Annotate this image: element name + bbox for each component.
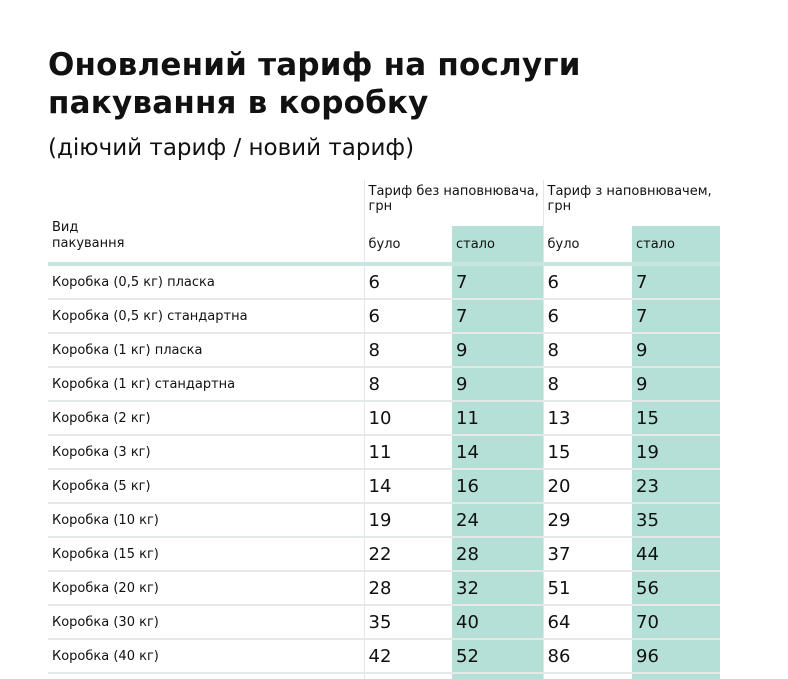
price-cell: 10 [363,401,452,436]
price-cell: 14 [363,469,452,504]
row-label: Коробка (1 кг) пласка [48,333,364,368]
table-row: Коробка (40 кг) 42 52 86 96 [48,639,720,674]
price-cell: 96 [632,639,720,674]
sub-header: було [542,226,632,266]
col-label-header: Вид пакування [48,180,364,266]
table-row: Коробка (1 кг) пласка 8 9 8 9 [48,333,720,368]
price-cell: 20 [542,469,632,504]
price-cell: 15 [542,435,632,470]
price-cell: 23 [632,469,720,504]
row-label: Коробка (0,5 кг) стандартна [48,299,364,334]
row-label: Коробка (10 кг) [48,503,364,538]
price-cell: 28 [363,571,452,606]
group-header-no-filler: Тариф без наповнювача, грн [363,180,543,226]
price-cell: 19 [363,503,452,538]
table-row: Коробка (2 кг) 10 11 13 15 [48,401,720,436]
price-cell: 7 [632,299,720,334]
price-cell: 64 [542,605,632,640]
price-cell: 6 [542,299,632,334]
price-cell: 7 [452,264,543,300]
price-cell: 37 [542,537,632,572]
row-label: Коробка (30 кг) [48,605,364,640]
price-cell: 19 [632,435,720,470]
price-cell: 9 [452,333,543,368]
table-row: Коробка (3 кг) 11 14 15 19 [48,435,720,470]
price-cell: 70 [632,605,720,640]
price-cell: 6 [363,264,452,300]
price-cell: 9 [632,333,720,368]
price-cell: 14 [452,435,543,470]
price-cell: 42 [363,639,452,674]
price-cell: 40 [452,605,543,640]
table-row: Коробка (5 кг) 14 16 20 23 [48,469,720,504]
header-group-row: Вид пакування Тариф без наповнювача, грн… [48,180,720,266]
price-cell: 35 [363,605,452,640]
sub-header: було [363,226,452,266]
price-cell: 28 [452,537,543,572]
price-cell: 16 [452,469,543,504]
group-header-with-filler: Тариф з наповнювачем, грн [542,180,720,226]
price-cell: 6 [542,264,632,300]
price-cell: 8 [363,367,452,402]
row-label: Коробка (40 кг) [48,639,364,674]
title-line-1: Оновлений тариф на послуги [48,47,581,83]
table-row: Коробка (1 кг) стандартна 8 9 8 9 [48,367,720,402]
table-row: Коробка (10 кг) 19 24 29 35 [48,503,720,538]
tariff-table: Вид пакування Тариф без наповнювача, грн… [48,180,720,679]
table-row: Коробка (15 кг) 22 28 37 44 [48,537,720,572]
subtitle: (діючий тариф / новий тариф) [48,135,415,161]
price-cell: 8 [542,367,632,402]
page-title: Оновлений тариф на послуги пакування в ко… [48,46,581,122]
price-cell: 8 [363,333,452,368]
row-label: Коробка (1 кг) стандартна [48,367,364,402]
row-label: Коробка (20 кг) [48,571,364,606]
sub-header: стало [452,226,543,266]
table-row: Коробка (0,5 кг) пласка 6 7 6 7 [48,264,720,300]
price-cell: 11 [363,435,452,470]
price-cell: 6 [363,299,452,334]
price-cell: 51 [542,571,632,606]
row-label: Коробка (5 кг) [48,469,364,504]
price-cell: 35 [632,503,720,538]
price-cell: 32 [452,571,543,606]
price-cell: 86 [542,639,632,674]
price-cell: 11 [452,401,543,436]
table-row: Коробка (30 кг) 35 40 64 70 [48,605,720,640]
table-row: Коробка (0,5 кг) стандартна 6 7 6 7 [48,299,720,334]
price-cell: 44 [632,537,720,572]
price-cell: 7 [632,264,720,300]
price-cell: 9 [632,367,720,402]
price-cell: 9 [452,367,543,402]
price-cell: 13 [542,401,632,436]
table-row: Коробка (20 кг) 28 32 51 56 [48,571,720,606]
row-label: Коробка (2 кг) [48,401,364,436]
price-cell: 8 [542,333,632,368]
price-cell: 7 [452,299,543,334]
subheader-row: було стало було стало [48,226,720,266]
price-cell: 29 [542,503,632,538]
title-line-2: пакування в коробку [48,85,429,121]
row-label: Коробка (0,5 кг) пласка [48,264,364,300]
price-cell: 56 [632,571,720,606]
price-cell: 15 [632,401,720,436]
price-cell: 24 [452,503,543,538]
row-label: Коробка (15 кг) [48,537,364,572]
sub-header: стало [632,226,720,266]
price-cell: 52 [452,639,543,674]
price-cell: 22 [363,537,452,572]
row-label: Коробка (3 кг) [48,435,364,470]
